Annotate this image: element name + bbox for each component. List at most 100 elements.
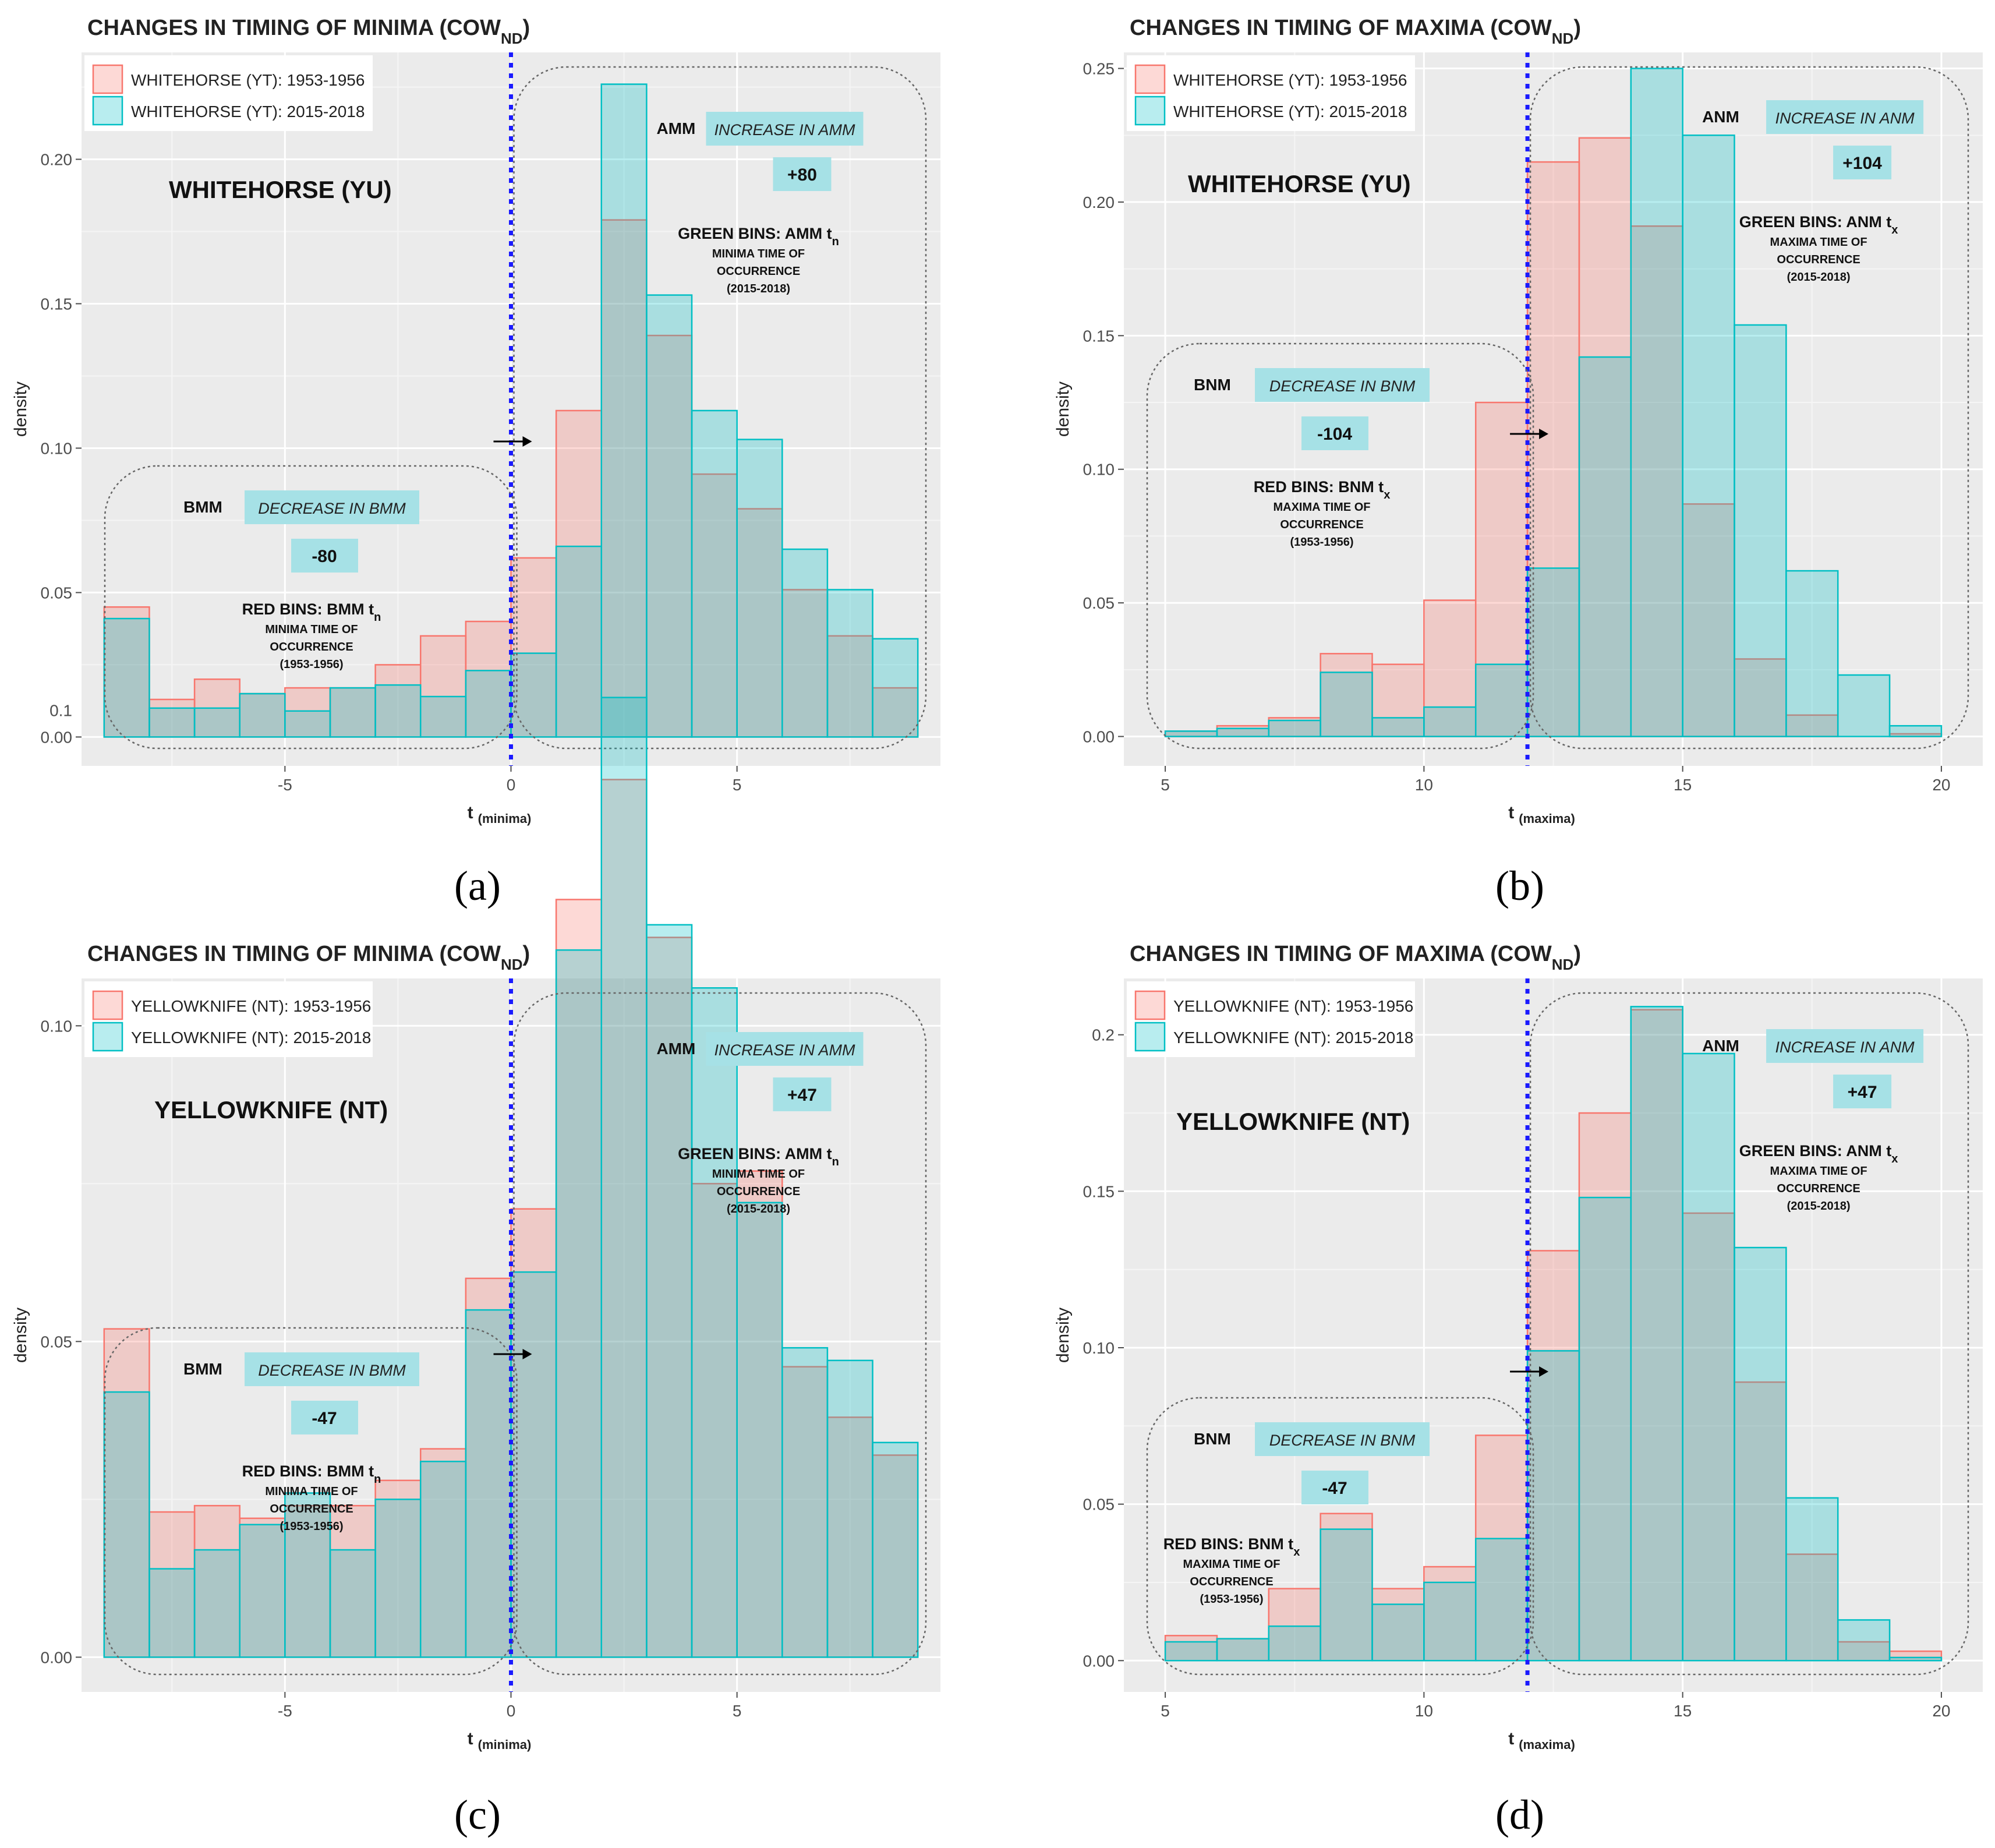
chart-title-subscript: ND [501,30,523,47]
histogram-bar-late [419,695,467,738]
after-number: +47 [787,1086,817,1105]
after-tag: AMM [657,119,696,137]
ytick-label: 0.05 [1083,594,1115,612]
after-number-box [1833,1075,1892,1108]
y-axis-label: density [11,381,30,437]
x-axis-label-subscript: (minima) [478,1737,532,1752]
panel-label: (b) [1495,863,1544,909]
after-change-label: INCREASE IN AMM [714,1041,855,1059]
after-bins-subscript: x [1891,224,1898,236]
before-bins-line2: MAXIMA TIME OF [1183,1558,1280,1571]
before-bins-line3: OCCURRENCE [270,1503,353,1515]
after-bins-line3: OCCURRENCE [717,1185,800,1198]
histogram-bar-late [1164,1641,1218,1662]
after-region-box [513,992,927,1676]
after-bins-line4: (2015-2018) [727,1203,790,1215]
ytick-label: 0.10 [41,1017,73,1035]
chart-title-close: ) [523,16,530,40]
after-change-label: INCREASE IN AMM [714,121,855,139]
shift-arrow-head [1539,1366,1549,1377]
before-number: -47 [312,1409,337,1428]
histogram-bar-early [781,589,829,738]
after-change-box [706,112,864,146]
after-bins-line4: (2015-2018) [1787,1200,1851,1213]
before-bins-line4: (1953-1956) [1290,536,1354,549]
histogram-bar-late [1578,1196,1632,1662]
histogram-bar-early [1268,1588,1321,1662]
xtick-label: 10 [1415,1702,1433,1720]
legend-swatch [92,1022,123,1052]
after-bins-line2: MAXIMA TIME OF [1770,236,1867,249]
histogram-bar-late [465,1309,512,1658]
histogram-bar-early [600,219,648,738]
after-bins-line3: OCCURRENCE [1777,1182,1860,1195]
before-number-box [291,539,358,573]
histogram-bar-late [465,670,512,738]
before-bins-line2: MAXIMA TIME OF [1273,501,1370,514]
before-tag: BNM [1194,1430,1231,1448]
xtick-label: 20 [1932,776,1950,794]
after-tag: ANM [1702,108,1739,126]
histogram-bar-early [646,937,693,1658]
after-bins-line3: OCCURRENCE [1777,253,1860,266]
ytick-label: 0.2 [1092,1026,1115,1044]
x-axis-label-subscript: (maxima) [1519,811,1575,826]
after-number: +47 [1848,1083,1877,1102]
histogram-bar-late [1630,68,1683,737]
ytick-label: 0.00 [1083,728,1115,746]
after-bins-line4: (2015-2018) [1787,271,1851,284]
before-number: -104 [1317,425,1352,444]
after-bins-subscript: x [1891,1153,1898,1165]
before-change-box [245,1352,419,1386]
legend-background [84,55,373,131]
legend-label: YELLOWKNIFE (NT): 2015-2018 [131,1029,371,1047]
histogram-bar-late [1371,717,1425,737]
histogram-bar-late [103,617,150,738]
before-change-box [245,490,419,524]
histogram-bar-early [1526,1250,1580,1662]
ytick-label: 0.15 [41,295,73,313]
histogram-bar-late [691,409,738,738]
legend-label: WHITEHORSE (YT): 2015-2018 [1173,103,1407,121]
before-bins-line3: OCCURRENCE [270,641,353,653]
before-tag: BMM [183,1360,222,1378]
histogram-bar-late [1371,1603,1425,1662]
histogram-bar-late [374,1499,422,1658]
xtick-label: 15 [1674,776,1692,794]
histogram-bar-late [1888,725,1943,737]
chart-panel-0: 0.00 0.05 0.10 0.15 0.20 -5 0 5 WHITEHORSE (YT):… [11,16,940,909]
after-change-box [1766,100,1924,134]
chart-title-close: ) [1573,16,1581,40]
histogram-bar-early [1474,1434,1529,1662]
panel-label: (c) [454,1792,501,1838]
histogram-bar-late [1888,1656,1943,1662]
histogram-bar-late [1785,1497,1839,1662]
histogram-bar-early [1474,401,1529,737]
histogram-bar-late [1320,1528,1373,1662]
ytick-label: 0.00 [41,1648,73,1666]
city-label: WHITEHORSE (YU) [1188,170,1411,197]
chart-title-subscript: ND [501,956,523,973]
histogram-bar-late [646,294,693,738]
histogram-bar-early [419,635,467,738]
histogram-bar-early [1578,137,1632,737]
histogram-bar-late [781,1347,829,1658]
before-bins-subscript: n [374,611,381,624]
before-change-label: DECREASE IN BNM [1269,377,1416,395]
histogram-bar-late [1526,1350,1580,1662]
after-tag: AMM [657,1040,696,1058]
xtick-label: 10 [1415,776,1433,794]
histogram-bar-early [691,1183,738,1658]
histogram-bar-late [329,687,376,738]
histogram-bar-early [284,687,331,738]
after-bins-line2: MINIMA TIME OF [712,1168,805,1181]
histogram-bar-late [1734,324,1787,737]
legend-label: WHITEHORSE (YT): 2015-2018 [131,103,365,121]
y-axis-label: density [1053,381,1073,437]
histogram-bar-late [103,1391,150,1658]
legend-background [1127,55,1415,131]
x-axis-label-subscript: (minima) [478,811,532,826]
histogram-bar-early [103,606,150,738]
before-bins-subscript: x [1293,1546,1300,1559]
shift-arrow-head [522,1349,532,1359]
